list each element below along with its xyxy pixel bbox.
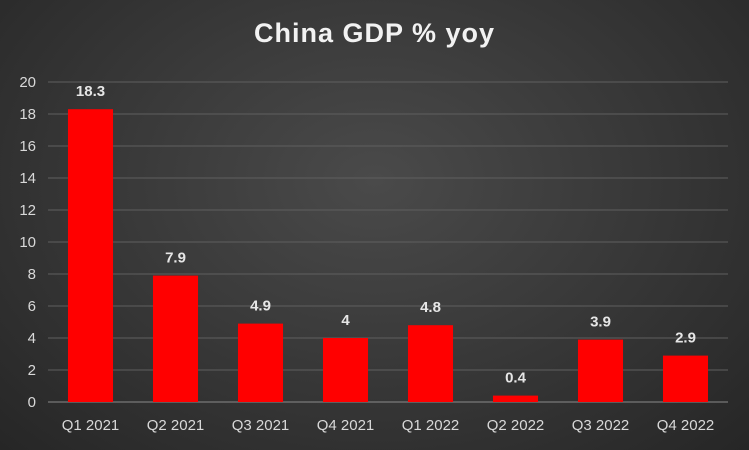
y-tick-label: 20 [19,74,36,91]
bar [152,275,199,402]
x-tick-label: Q3 2021 [232,417,290,434]
x-tick-label: Q3 2022 [572,417,630,434]
bar [407,325,454,402]
y-tick-label: 2 [28,362,36,379]
y-tick-label: 14 [19,170,36,187]
data-label: 7.9 [165,250,186,267]
data-label: 2.9 [675,330,696,347]
x-tick-label: Q4 2021 [317,417,375,434]
y-tick-label: 12 [19,202,36,219]
y-tick-label: 16 [19,138,36,155]
y-tick-label: 6 [28,298,36,315]
bar [577,339,624,402]
x-tick-label: Q2 2022 [487,417,545,434]
x-tick-label: Q1 2021 [62,417,120,434]
data-label: 4.8 [420,299,441,316]
bar [237,323,284,402]
x-tick-label: Q2 2021 [147,417,205,434]
y-tick-label: 10 [19,234,36,251]
bar [322,338,369,402]
data-label: 3.9 [590,314,611,331]
y-tick-label: 0 [28,394,36,411]
x-tick-label: Q4 2022 [657,417,715,434]
bar [662,355,709,402]
bar [67,109,114,402]
y-tick-label: 18 [19,106,36,123]
data-label: 4 [341,312,350,329]
chart-title: China GDP % yoy [253,18,496,48]
y-tick-label: 4 [28,330,36,347]
x-tick-label: Q1 2022 [402,417,460,434]
data-label: 18.3 [76,83,105,100]
data-label: 0.4 [505,370,527,387]
bar [492,395,539,402]
y-tick-label: 8 [28,266,36,283]
data-label: 4.9 [250,298,271,315]
